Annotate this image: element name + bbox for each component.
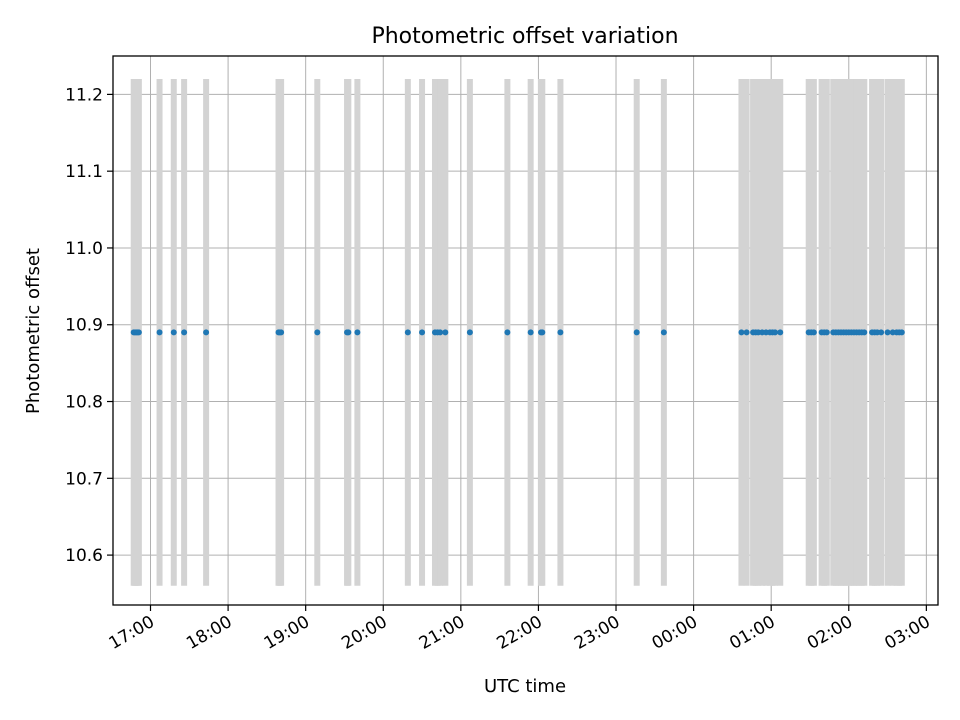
data-point (135, 329, 142, 336)
x-tick-label: 02:00 (804, 612, 856, 654)
x-tick-label: 18:00 (183, 612, 235, 654)
data-point (504, 329, 511, 336)
x-tick-label: 00:00 (649, 612, 701, 654)
data-point (738, 329, 745, 336)
y-tick-label: 10.7 (65, 469, 103, 489)
data-point (743, 329, 750, 336)
data-point (466, 329, 473, 336)
x-tick-label: 17:00 (106, 612, 158, 654)
data-point (156, 329, 163, 336)
data-point (527, 329, 534, 336)
y-tick-label: 10.9 (65, 316, 103, 336)
data-point (203, 329, 210, 336)
data-point (539, 329, 546, 336)
x-tick-label: 03:00 (881, 612, 933, 654)
x-tick-label: 19:00 (261, 612, 313, 654)
data-point (660, 329, 667, 336)
data-point (345, 329, 352, 336)
data-point (878, 329, 885, 336)
y-axis-label: Photometric offset (23, 248, 44, 414)
x-tick-label: 23:00 (571, 612, 623, 654)
data-point (442, 329, 449, 336)
y-tick-label: 10.6 (65, 546, 103, 566)
data-point (314, 329, 321, 336)
x-axis-ticks: 17:00 18:00 19:00 20:00 21:00 22:00 23:00 00:00… (106, 605, 934, 654)
x-tick-label: 20:00 (338, 612, 390, 654)
x-tick-label: 22:00 (493, 612, 545, 654)
data-point (884, 329, 891, 336)
data-point (419, 329, 426, 336)
data-point (278, 329, 285, 336)
y-axis-ticks: 10.6 10.7 10.8 10.9 11.0 11.1 11.2 (65, 85, 113, 566)
data-point (633, 329, 640, 336)
x-tick-label: 01:00 (726, 612, 778, 654)
data-point (810, 329, 817, 336)
data-point (181, 329, 188, 336)
data-point (777, 329, 784, 336)
errorbar-layer (130, 79, 905, 586)
chart-title: Photometric offset variation (371, 24, 678, 49)
y-tick-label: 11.0 (65, 239, 103, 259)
x-tick-label: 21:00 (416, 612, 468, 654)
y-tick-label: 10.8 (65, 393, 103, 413)
data-point (861, 329, 868, 336)
data-point (772, 329, 779, 336)
data-point (404, 329, 411, 336)
data-point (898, 329, 905, 336)
y-tick-label: 11.2 (65, 85, 103, 105)
data-point (170, 329, 177, 336)
plot-frame (112, 55, 939, 606)
y-tick-label: 11.1 (65, 162, 103, 182)
data-point (354, 329, 361, 336)
x-axis-label: UTC time (484, 676, 566, 697)
data-point (823, 329, 830, 336)
data-point (557, 329, 564, 336)
data-point (437, 329, 444, 336)
point-layer (130, 329, 905, 336)
